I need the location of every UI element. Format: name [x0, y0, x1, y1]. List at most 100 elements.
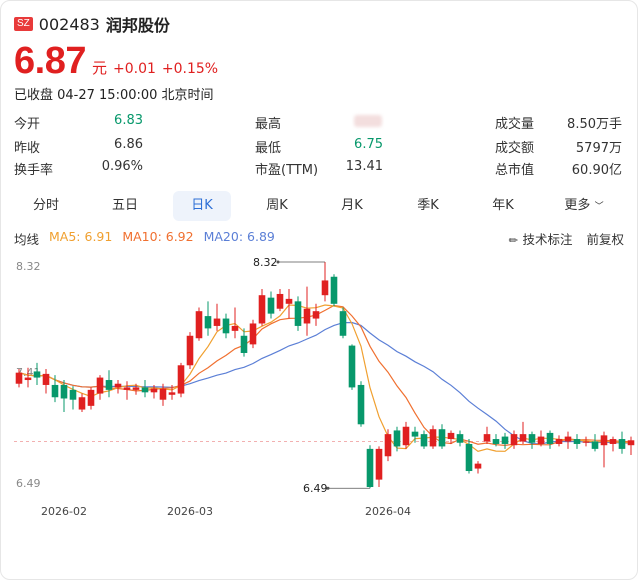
candle-body	[15, 372, 23, 384]
candle-body	[330, 276, 338, 304]
stat-label: 市盈(TTM)	[255, 163, 319, 178]
ma5-value: MA5: 6.91	[49, 229, 113, 244]
tab-3[interactable]: 周K	[266, 198, 288, 213]
exchange-badge: SZ	[14, 17, 33, 31]
stock-header: SZ 002483 润邦股份	[14, 12, 170, 36]
candle-body	[60, 384, 68, 399]
ma10-line	[18, 304, 632, 447]
current-price: 6.87	[14, 40, 86, 82]
tab-0[interactable]: 分时	[32, 198, 59, 213]
tab-4[interactable]: 月K	[341, 198, 363, 213]
candle-body	[492, 439, 500, 444]
stat-value: 6.83	[114, 113, 143, 128]
candle-body	[600, 435, 608, 446]
candle-body	[573, 439, 581, 444]
stat-label: 总市值	[495, 163, 535, 178]
candle-body	[132, 387, 140, 390]
candle-body	[519, 434, 527, 442]
stat-value: 6.75	[354, 137, 383, 152]
technical-annotation-label: 技术标注	[522, 232, 573, 247]
candle-body	[285, 298, 293, 304]
chart-tools: ✎ 技术标注 前复权	[506, 229, 624, 248]
x-tick-label: 2026-02	[41, 505, 87, 518]
stat-label: 今开	[14, 117, 41, 132]
candle-body	[348, 345, 356, 388]
candle-body	[159, 388, 167, 400]
candle-body	[249, 323, 257, 345]
candle-body	[411, 431, 419, 437]
candle-body	[366, 448, 374, 487]
candle-body	[456, 434, 464, 443]
tab-7[interactable]: 更多 ﹀	[564, 198, 604, 213]
y-tick-label: 6.49	[16, 477, 41, 490]
candle-body	[510, 434, 518, 446]
candle-body	[564, 436, 572, 442]
max-label: 8.32	[253, 256, 278, 269]
period-tabs: 分时 五日 日K 周K 月K 季K 年K 更多 ﹀	[14, 191, 622, 221]
tab-5[interactable]: 季K	[417, 198, 439, 213]
adjust-button[interactable]: 前复权	[586, 232, 624, 247]
candle-body	[195, 311, 203, 339]
candle-body	[24, 377, 32, 381]
ma10-value: MA10: 6.92	[122, 229, 194, 244]
y-tick-label: 8.32	[16, 260, 41, 273]
ma20-value: MA20: 6.89	[203, 229, 275, 244]
candle-body	[186, 335, 194, 366]
candle-body	[339, 311, 347, 336]
price-change-pct: +0.15%	[161, 61, 219, 77]
candle-body	[96, 377, 104, 394]
stat-value: 8.50万手	[567, 117, 622, 132]
candle-body	[258, 295, 266, 324]
candle-body	[321, 280, 329, 296]
stat-value: 5797万	[575, 141, 622, 156]
min-label: 6.49	[303, 482, 328, 495]
stat-value: 6.86	[114, 137, 143, 152]
candle-body	[42, 373, 50, 385]
candle-body	[294, 301, 302, 326]
stat-label: 昨收	[14, 141, 41, 156]
candle-body	[213, 318, 221, 326]
candle-body	[465, 443, 473, 472]
candle-body	[483, 434, 491, 442]
min-marker-dot	[326, 486, 330, 490]
market-status: 已收盘 04-27 15:00:00 北京时间	[14, 88, 214, 103]
max-marker-dot	[276, 260, 280, 264]
x-tick-label: 2026-03	[167, 505, 213, 518]
tab-2[interactable]: 日K	[173, 191, 231, 221]
candle-body	[69, 389, 77, 400]
candle-body	[501, 436, 509, 444]
candle-body	[546, 432, 554, 444]
candle-body	[474, 463, 482, 469]
candle-body	[33, 371, 41, 378]
candle-body	[78, 397, 86, 410]
candle-body	[177, 365, 185, 394]
stock-name[interactable]: 润邦股份	[105, 16, 170, 35]
stock-code: 002483	[38, 14, 100, 34]
chevron-down-icon: ﹀	[594, 202, 604, 212]
x-tick-label: 2026-04	[365, 505, 411, 518]
candle-body	[447, 432, 455, 440]
candle-body	[438, 429, 446, 447]
candle-body	[267, 297, 275, 314]
price-row: 6.87 元 +0.01 +0.15%	[14, 40, 218, 83]
tab-1[interactable]: 五日	[111, 198, 138, 213]
candle-body	[141, 387, 149, 393]
candle-body	[240, 335, 248, 353]
candle-body	[591, 441, 599, 449]
candle-body	[222, 318, 230, 334]
tab-6[interactable]: 年K	[492, 198, 514, 213]
candle-body	[114, 383, 122, 388]
technical-annotation-button[interactable]: ✎ 技术标注	[506, 229, 573, 248]
candle-body	[168, 392, 176, 395]
ma-legend: 均线 MA5: 6.91 MA10: 6.92 MA20: 6.89	[14, 229, 275, 248]
candle-body	[393, 430, 401, 447]
candle-body	[312, 311, 320, 319]
candle-body	[528, 434, 536, 443]
stat-label: 换手率	[14, 163, 54, 178]
stat-value: 0.96%	[101, 159, 143, 174]
candle-body	[420, 434, 428, 447]
candle-body	[429, 429, 437, 447]
candle-body	[276, 293, 284, 309]
price-unit: 元	[91, 59, 107, 77]
